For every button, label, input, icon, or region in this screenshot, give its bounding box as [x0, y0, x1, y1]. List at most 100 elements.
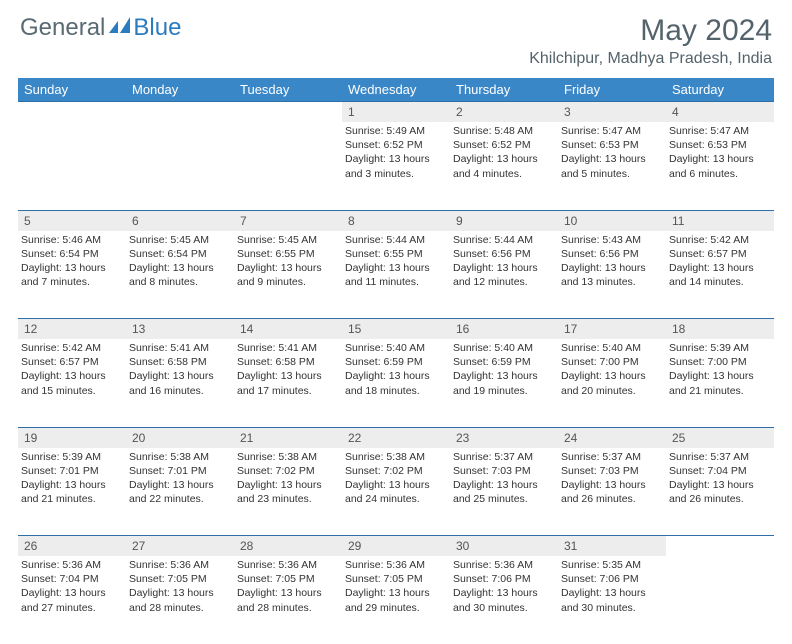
day-number: 18: [666, 319, 774, 340]
day-cell-content: [669, 556, 771, 558]
day-cell: Sunrise: 5:42 AMSunset: 6:57 PMDaylight:…: [666, 231, 774, 319]
sunrise-text: Sunrise: 5:37 AM: [453, 450, 555, 464]
day-number: 1: [342, 102, 450, 123]
sails-icon: [109, 17, 131, 40]
day-number: 4: [666, 102, 774, 123]
sunset-text: Sunset: 6:58 PM: [237, 355, 339, 369]
day-number: 20: [126, 427, 234, 448]
daylight-text: Daylight: 13 hours and 16 minutes.: [129, 369, 231, 397]
day-cell-content: Sunrise: 5:40 AMSunset: 7:00 PMDaylight:…: [561, 339, 663, 398]
day-number: 6: [126, 210, 234, 231]
sunrise-text: Sunrise: 5:44 AM: [345, 233, 447, 247]
day-number: 9: [450, 210, 558, 231]
daylight-text: Daylight: 13 hours and 20 minutes.: [561, 369, 663, 397]
daylight-text: Daylight: 13 hours and 9 minutes.: [237, 261, 339, 289]
sunset-text: Sunset: 7:05 PM: [345, 572, 447, 586]
day-cell-content: Sunrise: 5:36 AMSunset: 7:06 PMDaylight:…: [453, 556, 555, 615]
day-number: [234, 102, 342, 123]
sunset-text: Sunset: 7:00 PM: [669, 355, 771, 369]
sunrise-text: Sunrise: 5:47 AM: [561, 124, 663, 138]
day-number: 29: [342, 536, 450, 557]
day-number: 30: [450, 536, 558, 557]
sunrise-text: Sunrise: 5:36 AM: [453, 558, 555, 572]
daylight-text: Daylight: 13 hours and 4 minutes.: [453, 152, 555, 180]
day-number: 24: [558, 427, 666, 448]
weekday-header: Thursday: [450, 78, 558, 102]
day-cell: Sunrise: 5:39 AMSunset: 7:01 PMDaylight:…: [18, 448, 126, 536]
sunrise-text: Sunrise: 5:44 AM: [453, 233, 555, 247]
day-cell: Sunrise: 5:42 AMSunset: 6:57 PMDaylight:…: [18, 339, 126, 427]
sunset-text: Sunset: 7:00 PM: [561, 355, 663, 369]
day-number: [126, 102, 234, 123]
sunset-text: Sunset: 7:04 PM: [21, 572, 123, 586]
sunset-text: Sunset: 6:56 PM: [561, 247, 663, 261]
sunrise-text: Sunrise: 5:43 AM: [561, 233, 663, 247]
sunset-text: Sunset: 7:05 PM: [129, 572, 231, 586]
daylight-text: Daylight: 13 hours and 21 minutes.: [21, 478, 123, 506]
day-cell: Sunrise: 5:36 AMSunset: 7:04 PMDaylight:…: [18, 556, 126, 644]
day-cell: Sunrise: 5:48 AMSunset: 6:52 PMDaylight:…: [450, 122, 558, 210]
day-cell-content: Sunrise: 5:47 AMSunset: 6:53 PMDaylight:…: [561, 122, 663, 181]
sunrise-text: Sunrise: 5:40 AM: [345, 341, 447, 355]
daylight-text: Daylight: 13 hours and 5 minutes.: [561, 152, 663, 180]
day-cell-content: Sunrise: 5:36 AMSunset: 7:05 PMDaylight:…: [345, 556, 447, 615]
weekday-header: Saturday: [666, 78, 774, 102]
day-number: 13: [126, 319, 234, 340]
sunset-text: Sunset: 6:54 PM: [129, 247, 231, 261]
day-cell-content: Sunrise: 5:37 AMSunset: 7:03 PMDaylight:…: [453, 448, 555, 507]
sunset-text: Sunset: 6:53 PM: [561, 138, 663, 152]
calendar-table: Sunday Monday Tuesday Wednesday Thursday…: [18, 78, 774, 644]
sunrise-text: Sunrise: 5:36 AM: [129, 558, 231, 572]
day-cell-content: Sunrise: 5:44 AMSunset: 6:56 PMDaylight:…: [453, 231, 555, 290]
day-cell-content: Sunrise: 5:49 AMSunset: 6:52 PMDaylight:…: [345, 122, 447, 181]
day-cell: Sunrise: 5:39 AMSunset: 7:00 PMDaylight:…: [666, 339, 774, 427]
daylight-text: Daylight: 13 hours and 7 minutes.: [21, 261, 123, 289]
sunrise-text: Sunrise: 5:45 AM: [237, 233, 339, 247]
day-cell-content: [21, 122, 123, 124]
day-cell-content: Sunrise: 5:39 AMSunset: 7:00 PMDaylight:…: [669, 339, 771, 398]
daylight-text: Daylight: 13 hours and 8 minutes.: [129, 261, 231, 289]
day-cell-content: Sunrise: 5:46 AMSunset: 6:54 PMDaylight:…: [21, 231, 123, 290]
sunrise-text: Sunrise: 5:36 AM: [345, 558, 447, 572]
daylight-text: Daylight: 13 hours and 6 minutes.: [669, 152, 771, 180]
day-number: [666, 536, 774, 557]
day-number: 28: [234, 536, 342, 557]
sunrise-text: Sunrise: 5:38 AM: [345, 450, 447, 464]
daylight-text: Daylight: 13 hours and 26 minutes.: [561, 478, 663, 506]
day-cell-content: Sunrise: 5:40 AMSunset: 6:59 PMDaylight:…: [345, 339, 447, 398]
day-content-row: Sunrise: 5:46 AMSunset: 6:54 PMDaylight:…: [18, 231, 774, 319]
day-content-row: Sunrise: 5:49 AMSunset: 6:52 PMDaylight:…: [18, 122, 774, 210]
day-content-row: Sunrise: 5:36 AM Sunset: 7:04 PM Daylight:…: [18, 556, 774, 644]
day-cell-content: Sunrise: 5:38 AMSunset: 7:02 PMDaylight:…: [237, 448, 339, 507]
sunset-text: Sunset: 7:03 PM: [561, 464, 663, 478]
sunrise-text: Sunrise: 5:46 AM: [21, 233, 123, 247]
day-number: 31: [558, 536, 666, 557]
sunset-text: Sunset: 7:02 PM: [237, 464, 339, 478]
weekday-header-row: Sunday Monday Tuesday Wednesday Thursday…: [18, 78, 774, 102]
sunset-text: Sunset: 6:58 PM: [129, 355, 231, 369]
location-subtitle: Khilchipur, Madhya Pradesh, India: [529, 50, 772, 68]
day-cell: Sunrise: 5:37 AMSunset: 7:04 PMDaylight:…: [666, 448, 774, 536]
day-number: 16: [450, 319, 558, 340]
daylight-text: Daylight: 13 hours and 28 minutes.: [237, 586, 339, 614]
sunrise-text: Sunrise: 5:37 AM: [561, 450, 663, 464]
day-cell: [234, 122, 342, 210]
day-cell-content: Sunrise: 5:37 AMSunset: 7:03 PMDaylight:…: [561, 448, 663, 507]
sunset-text: Sunset: 6:57 PM: [669, 247, 771, 261]
sunrise-text: Sunrise: 5:41 AM: [129, 341, 231, 355]
day-number: 15: [342, 319, 450, 340]
sunset-text: Sunset: 7:04 PM: [669, 464, 771, 478]
sunset-text: Sunset: 7:05 PM: [237, 572, 339, 586]
day-cell: Sunrise: 5:40 AMSunset: 6:59 PMDaylight:…: [450, 339, 558, 427]
day-cell-content: Sunrise: 5:42 AMSunset: 6:57 PMDaylight:…: [21, 339, 123, 398]
sunrise-text: Sunrise: 5:48 AM: [453, 124, 555, 138]
weekday-header: Monday: [126, 78, 234, 102]
day-number: 27: [126, 536, 234, 557]
day-cell: Sunrise: 5:45 AMSunset: 6:54 PMDaylight:…: [126, 231, 234, 319]
day-cell-content: Sunrise: 5:47 AMSunset: 6:53 PMDaylight:…: [669, 122, 771, 181]
day-number-row: 12131415161718: [18, 319, 774, 340]
sunrise-text: Sunrise: 5:41 AM: [237, 341, 339, 355]
daylight-text: Daylight: 13 hours and 30 minutes.: [453, 586, 555, 614]
daylight-text: Daylight: 13 hours and 11 minutes.: [345, 261, 447, 289]
day-cell-content: Sunrise: 5:36 AMSunset: 7:05 PMDaylight:…: [237, 556, 339, 615]
